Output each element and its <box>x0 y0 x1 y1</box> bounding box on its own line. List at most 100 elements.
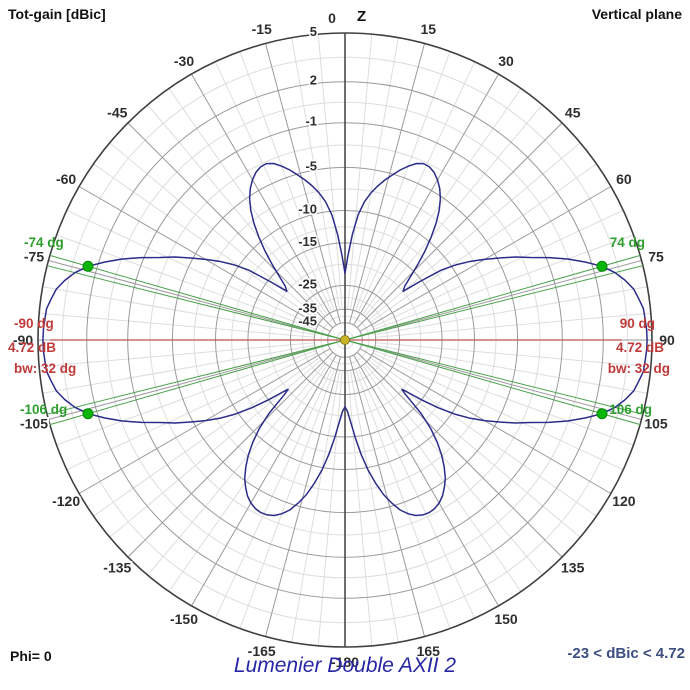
grid-minor-spoke <box>291 37 341 310</box>
grid-minor-spoke <box>373 234 634 330</box>
grid-major-spoke <box>191 354 337 607</box>
beam-edge-dots <box>82 260 608 420</box>
grid-minor-spoke <box>375 344 648 394</box>
angle-label: -75 <box>24 249 44 265</box>
z-axis-label: Z <box>357 8 366 25</box>
grid-minor-spoke <box>362 365 522 592</box>
grid-minor-spoke <box>239 368 335 629</box>
ring-label: -45 <box>298 314 317 329</box>
grid-minor-spoke <box>355 51 451 312</box>
gain-range-label: -23 < dBic < 4.72 <box>567 645 685 662</box>
ring-label: -15 <box>298 234 317 249</box>
angle-label: 90 <box>659 332 675 348</box>
angle-label: 0 <box>328 10 336 26</box>
grid-minor-spoke <box>317 370 343 646</box>
angle-label: 30 <box>498 53 514 69</box>
grid-minor-spoke <box>347 370 373 646</box>
peak-label-right: 90 dg <box>620 316 655 331</box>
grid-minor-spoke <box>214 367 333 619</box>
grid-minor-spoke <box>362 88 522 315</box>
beamwidth-line <box>49 254 346 341</box>
grid-minor-spoke <box>42 344 315 394</box>
grid-minor-spoke <box>357 367 476 619</box>
beamwidth-line <box>344 265 644 341</box>
beam-edge-label: -106 dg <box>20 402 67 417</box>
peak-label-right: bw: 32 dg <box>608 361 670 376</box>
grid-major-spoke <box>356 351 563 558</box>
grid-minor-spoke <box>375 342 651 368</box>
beam-edge-dot <box>82 408 94 420</box>
angle-label: 120 <box>612 493 636 509</box>
grid-minor-spoke <box>372 352 624 471</box>
grid-minor-spoke <box>347 34 373 310</box>
grid-minor-spoke <box>375 312 651 338</box>
peak-labels: -90 dg 4.72 dB bw: 32 dg 90 dg 4.72 dB bw: 32… <box>8 316 670 376</box>
grid-minor-spoke <box>375 286 648 336</box>
plot-plane-title: Vertical plane <box>591 6 682 22</box>
grid-minor-spoke <box>39 342 315 368</box>
peak-label-left: -90 dg <box>14 316 54 331</box>
angle-label: 60 <box>616 171 632 187</box>
center-marker <box>340 335 350 345</box>
grid-minor-spoke <box>317 34 343 310</box>
beam-edge-labels: -74 dg 74 dg -106 dg 106 dg <box>20 235 652 417</box>
angle-label: -90 <box>13 332 33 348</box>
grid-minor-spoke <box>42 286 315 336</box>
beam-edge-dot <box>82 260 94 272</box>
grid-major-spoke <box>353 354 499 607</box>
grid-major-spoke <box>127 122 334 329</box>
grid-major-spoke <box>356 122 563 329</box>
ring-label: 5 <box>310 24 317 39</box>
angle-label: -180 <box>331 654 359 670</box>
grid-minor-spoke <box>349 370 399 643</box>
grid-minor-spoke <box>370 357 597 517</box>
peak-label-left: 4.72 dB <box>8 340 56 355</box>
ring-labels: 5 2 -1 -5 -10 -15 -25 -35-45 <box>297 23 319 331</box>
grid-minor-spoke <box>168 88 328 315</box>
angle-label: -105 <box>20 415 48 431</box>
antenna-caption: Lumenier Double AXII 2 <box>233 654 457 677</box>
grid-minor-spoke <box>66 352 318 471</box>
grid-minor-spoke <box>239 51 335 312</box>
beam-edge-dot <box>596 260 608 272</box>
grid-minor-spoke <box>93 163 320 323</box>
grid-minor-spoke <box>66 209 318 328</box>
plot-quantity-title: Tot-gain [dBic] <box>8 6 106 22</box>
grid-minor-spoke <box>109 359 322 538</box>
ring-label: 2 <box>310 73 317 88</box>
angle-label: 150 <box>494 611 518 627</box>
grid-minor-spoke <box>56 234 317 330</box>
angle-label: -120 <box>52 493 80 509</box>
beamwidth-line <box>46 265 346 341</box>
grid-minor-spoke <box>364 363 543 576</box>
grid-minor-spoke <box>364 104 543 317</box>
angle-label: -15 <box>252 21 272 37</box>
grid-minor-spoke <box>93 357 320 517</box>
beamwidth-line <box>46 339 346 415</box>
angle-labels: 0 15 30 45 60 75 90 105 120 135 150 165 -180 -165 -150… <box>11 8 677 672</box>
grid-minor-spoke <box>372 209 624 328</box>
beamwidth-lines <box>46 254 644 426</box>
grid-minor-spoke <box>56 350 317 446</box>
grid-minor-spoke <box>168 365 328 592</box>
peak-label-left: bw: 32 dg <box>14 361 76 376</box>
angle-label: -45 <box>107 104 127 120</box>
angle-label: -60 <box>56 171 76 187</box>
grid-major-spoke <box>127 351 334 558</box>
grid-minor-spoke <box>349 37 399 310</box>
beam-edge-label: -74 dg <box>24 235 64 250</box>
angle-label: 165 <box>417 643 441 659</box>
grid-minor-spokes <box>39 34 651 646</box>
grid-minor-spoke <box>373 350 634 446</box>
ring-label: -10 <box>298 202 317 217</box>
angle-label: 135 <box>561 560 585 576</box>
ring-label: -5 <box>305 158 317 173</box>
angle-label: 105 <box>644 415 668 431</box>
beam-edge-label: 106 dg <box>609 402 652 417</box>
grid-major-spoke <box>353 73 499 326</box>
grid-minor-spoke <box>355 368 451 629</box>
phi-label: Phi= 0 <box>10 648 52 664</box>
angle-label: -135 <box>103 560 131 576</box>
